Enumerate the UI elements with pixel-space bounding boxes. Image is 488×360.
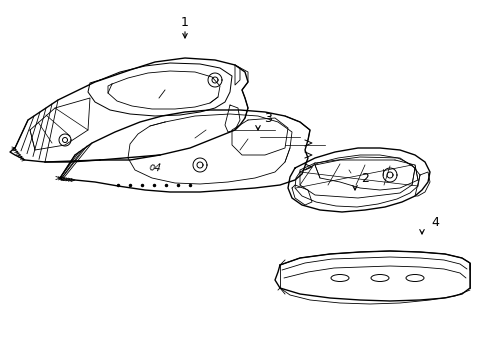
Text: o4: o4 <box>148 162 161 174</box>
Text: 4: 4 <box>430 216 438 229</box>
Text: 3: 3 <box>264 112 271 125</box>
Text: 2: 2 <box>360 171 368 185</box>
Text: 1: 1 <box>181 15 188 28</box>
